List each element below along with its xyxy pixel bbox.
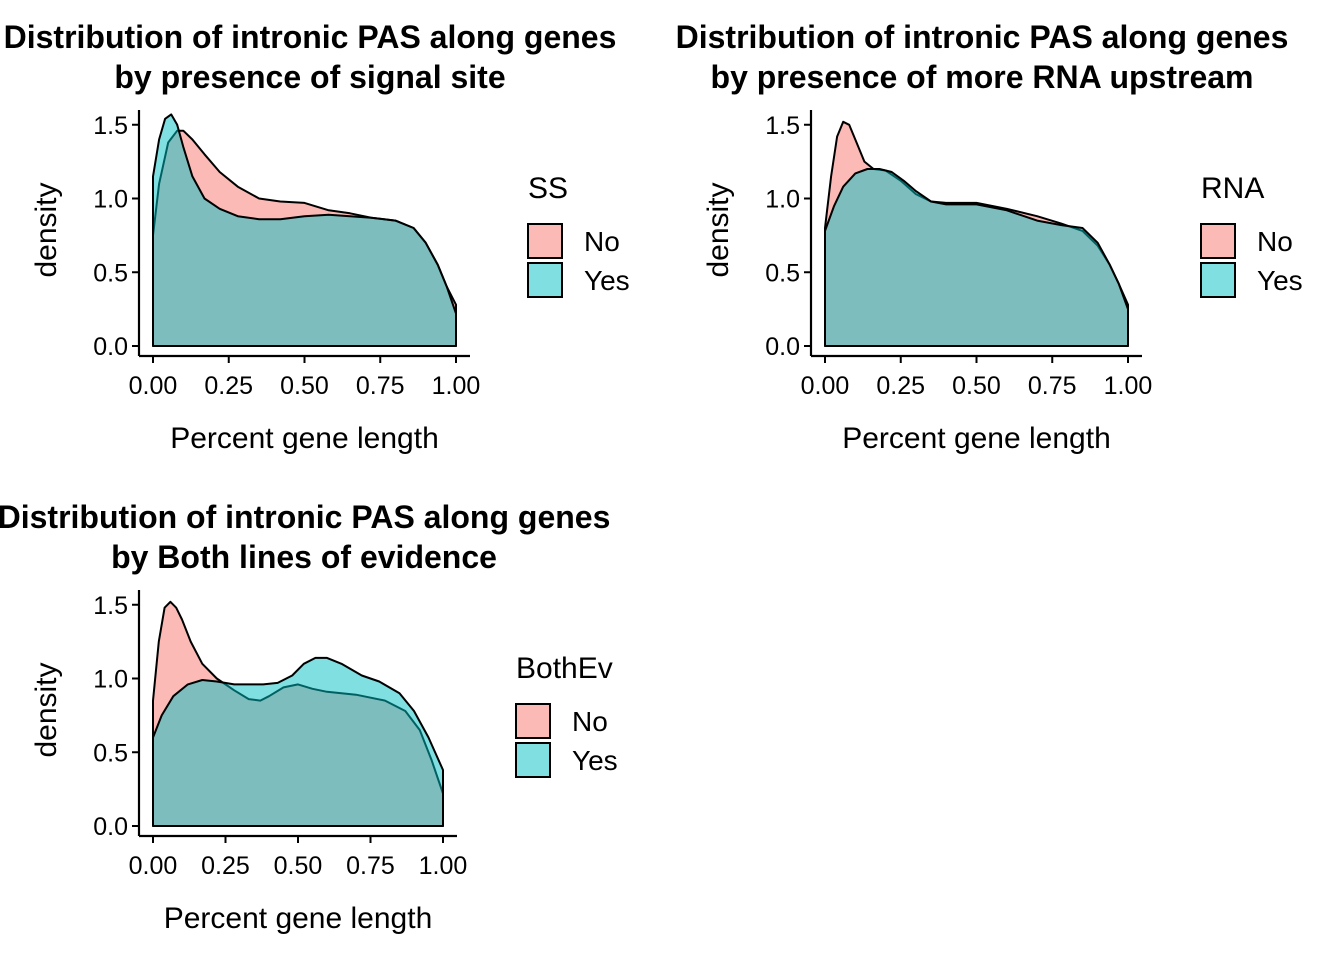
legend-key-no — [527, 223, 563, 259]
legend-label-no: No — [584, 226, 620, 257]
chart-title-line-1: Distribution of intronic PAS along genes — [4, 19, 617, 55]
legend-key-yes — [527, 262, 563, 298]
legend: No Yes — [504, 703, 618, 778]
y-tick-label: 0.5 — [93, 739, 128, 767]
x-tick-label: 0.25 — [204, 372, 253, 400]
legend-label-yes: Yes — [1257, 265, 1303, 296]
density-panel-both-evidence: Distribution of intronic PAS along genes… — [0, 499, 618, 935]
y-tick-label: 0.0 — [93, 333, 128, 361]
x-axis-label: Percent gene length — [170, 422, 439, 455]
legend-label-no: No — [572, 706, 608, 737]
x-tick-label: 0.25 — [876, 372, 925, 400]
y-tick-label: 1.0 — [93, 186, 128, 214]
x-tick-label: 0.00 — [801, 372, 850, 400]
density-area-yes — [152, 113, 457, 347]
y-tick-label: 0.0 — [765, 333, 800, 361]
x-tick-label: 1.00 — [1104, 372, 1153, 400]
x-tick-label: 0.75 — [356, 372, 405, 400]
legend-title: BothEv — [516, 652, 613, 685]
y-tick-label: 1.5 — [93, 112, 128, 140]
density-area-yes — [824, 168, 1129, 347]
x-tick-label: 0.75 — [346, 852, 395, 880]
y-tick-label: 1.5 — [93, 592, 128, 620]
y-axis-label: density — [702, 182, 735, 277]
y-tick-label: 1.0 — [93, 666, 128, 694]
legend-key-yes — [515, 742, 551, 778]
y-tick-label: 0.0 — [93, 813, 128, 841]
x-axis-label: Percent gene length — [164, 902, 433, 935]
x-axis-label: Percent gene length — [842, 422, 1111, 455]
legend-title: RNA — [1201, 172, 1264, 205]
chart-title-line-2: by Both lines of evidence — [111, 539, 497, 575]
legend: No Yes — [1189, 223, 1303, 298]
chart-title-line-1: Distribution of intronic PAS along genes — [0, 499, 610, 535]
legend-label-yes: Yes — [572, 745, 618, 776]
x-tick-label: 0.50 — [274, 852, 323, 880]
x-tick-label: 1.00 — [419, 852, 468, 880]
x-tick-label: 0.75 — [1028, 372, 1077, 400]
x-tick-label: 0.25 — [201, 852, 250, 880]
y-tick-label: 0.5 — [93, 259, 128, 287]
x-tick-label: 0.50 — [280, 372, 329, 400]
chart-title-line-2: by presence of more RNA upstream — [711, 59, 1254, 95]
y-tick-label: 1.0 — [765, 186, 800, 214]
density-area-yes — [152, 656, 444, 827]
x-tick-label: 0.00 — [129, 852, 178, 880]
chart-title-line-1: Distribution of intronic PAS along genes — [676, 19, 1289, 55]
density-panel-signal-site: Distribution of intronic PAS along genes… — [4, 19, 630, 455]
x-tick-label: 1.00 — [432, 372, 481, 400]
x-tick-label: 0.00 — [129, 372, 178, 400]
y-tick-label: 0.5 — [765, 259, 800, 287]
density-panel-rna-upstream: Distribution of intronic PAS along genes… — [676, 19, 1303, 455]
y-axis-label: density — [30, 182, 63, 277]
legend-label-yes: Yes — [584, 265, 630, 296]
legend-key-no — [515, 703, 551, 739]
legend: No Yes — [516, 223, 630, 298]
chart-title-line-2: by presence of signal site — [114, 59, 505, 95]
legend-title: SS — [528, 172, 568, 205]
y-axis-label: density — [30, 662, 63, 757]
y-tick-label: 1.5 — [765, 112, 800, 140]
legend-key-yes — [1200, 262, 1236, 298]
legend-key-no — [1200, 223, 1236, 259]
legend-label-no: No — [1257, 226, 1293, 257]
x-tick-label: 0.50 — [952, 372, 1001, 400]
